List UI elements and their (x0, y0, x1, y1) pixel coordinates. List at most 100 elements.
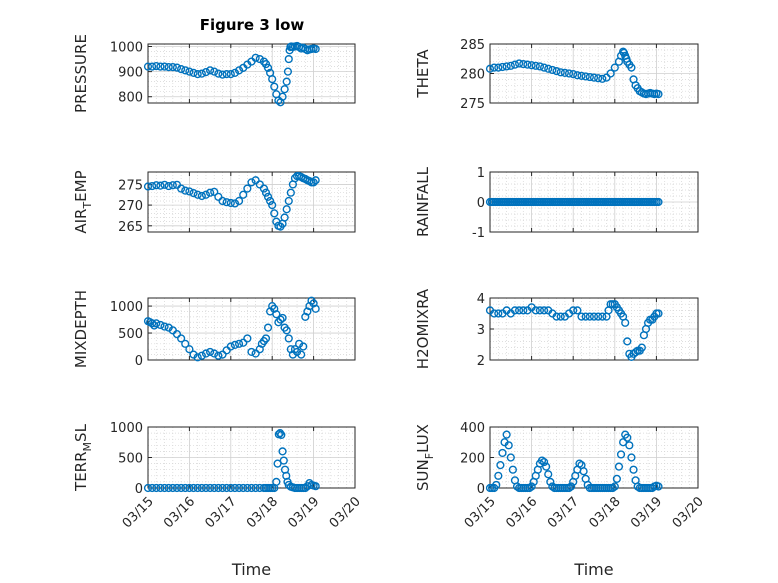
data-point (525, 483, 534, 493)
data-point (594, 312, 603, 321)
data-point (234, 483, 244, 493)
data-point (637, 343, 646, 352)
data-point (210, 349, 219, 358)
data-point (270, 209, 279, 218)
y-tick-label: 800 (118, 91, 143, 106)
y-tick-label: 900 (118, 66, 143, 81)
data-point (177, 65, 186, 74)
data-point (177, 334, 186, 343)
y-tick-label: 500 (118, 452, 143, 467)
data-point (218, 70, 227, 79)
data-point (286, 188, 295, 197)
data-point (508, 465, 517, 474)
y-tick-label: 285 (460, 38, 485, 53)
data-point (214, 69, 223, 78)
data-point (523, 60, 532, 69)
data-point (654, 309, 663, 318)
x-tick-label: 03/15 (462, 494, 499, 531)
x-tick-label: 03/16 (161, 494, 198, 531)
data-point (189, 68, 198, 77)
data-point (311, 176, 320, 185)
data-point (275, 429, 285, 438)
data-point (654, 197, 663, 207)
data-point (589, 312, 599, 321)
y-tick-label: 1000 (110, 41, 143, 56)
data-point (214, 483, 223, 493)
data-point (594, 74, 603, 83)
data-point (573, 71, 582, 80)
y-axis-label: TERRMSL (72, 423, 94, 492)
data-point (172, 63, 182, 72)
data-point (261, 188, 271, 197)
data-point (189, 483, 198, 493)
data-point (494, 471, 503, 480)
data-point (143, 483, 153, 493)
data-point (519, 59, 528, 69)
data-point (189, 189, 198, 198)
data-point (177, 483, 186, 493)
x-tick-label: 03/19 (628, 494, 665, 531)
data-point (539, 63, 549, 72)
data-point (278, 447, 287, 456)
y-tick-label: 1 (477, 166, 485, 181)
data-point (278, 92, 287, 101)
y-tick-label: 2 (477, 354, 485, 369)
y-axis-label: AIRTEMP (72, 170, 94, 233)
data-point (226, 70, 235, 79)
data-point (177, 184, 186, 193)
data-point (579, 467, 588, 476)
subplot-7: 0 500 1000 03/15 03/16 03/17 03/18 03/19 03/20 TE… (72, 421, 364, 579)
data-point (247, 483, 256, 493)
data-point (608, 483, 617, 493)
y-axis-label: H2OMIXRA (414, 288, 432, 369)
data-point (181, 186, 190, 195)
data-point (152, 181, 161, 190)
y-tick-label: 200 (460, 452, 485, 467)
data-point (230, 199, 240, 208)
data-point (226, 483, 235, 493)
data-point (230, 483, 240, 493)
subplot-1: 800 900 1000 PRESSURE (72, 34, 356, 113)
data-point (210, 187, 219, 196)
data-point (539, 457, 549, 467)
data-point (201, 483, 211, 493)
data-point (492, 480, 501, 490)
subplot-4: -1 0 1 RAINFALL (414, 166, 699, 241)
data-point (210, 67, 219, 76)
data-point (569, 306, 578, 315)
data-point (581, 312, 590, 321)
data-point (259, 184, 269, 193)
data-point (284, 196, 293, 206)
data-point (164, 483, 173, 493)
data-point (610, 482, 619, 491)
data-point (243, 184, 252, 193)
data-point (152, 319, 161, 328)
data-point (567, 482, 576, 491)
data-point (284, 334, 293, 343)
data-point (261, 334, 271, 343)
data-point (193, 483, 202, 493)
data-point (193, 353, 202, 362)
x-tick-label: 03/20 (670, 494, 707, 531)
y-tick-label: 4 (477, 292, 485, 307)
data-point (255, 180, 264, 189)
y-tick-label: 0 (477, 196, 485, 211)
y-tick-label: 270 (118, 199, 143, 214)
y-axis-label: PRESSURE (72, 34, 90, 113)
data-point (218, 196, 227, 206)
y-axis-label: THETA (414, 49, 432, 99)
data-point (494, 309, 503, 318)
data-point (276, 315, 285, 324)
data-point (251, 53, 260, 62)
x-tick-label: 03/16 (503, 494, 540, 531)
data-point (160, 180, 169, 189)
data-point (272, 477, 281, 487)
data-point (168, 483, 177, 493)
x-tick-label: 03/18 (587, 494, 624, 531)
data-point (226, 342, 235, 351)
x-tick-label: 03/18 (244, 494, 281, 531)
y-tick-label: 0 (135, 482, 143, 497)
data-point (222, 346, 231, 355)
